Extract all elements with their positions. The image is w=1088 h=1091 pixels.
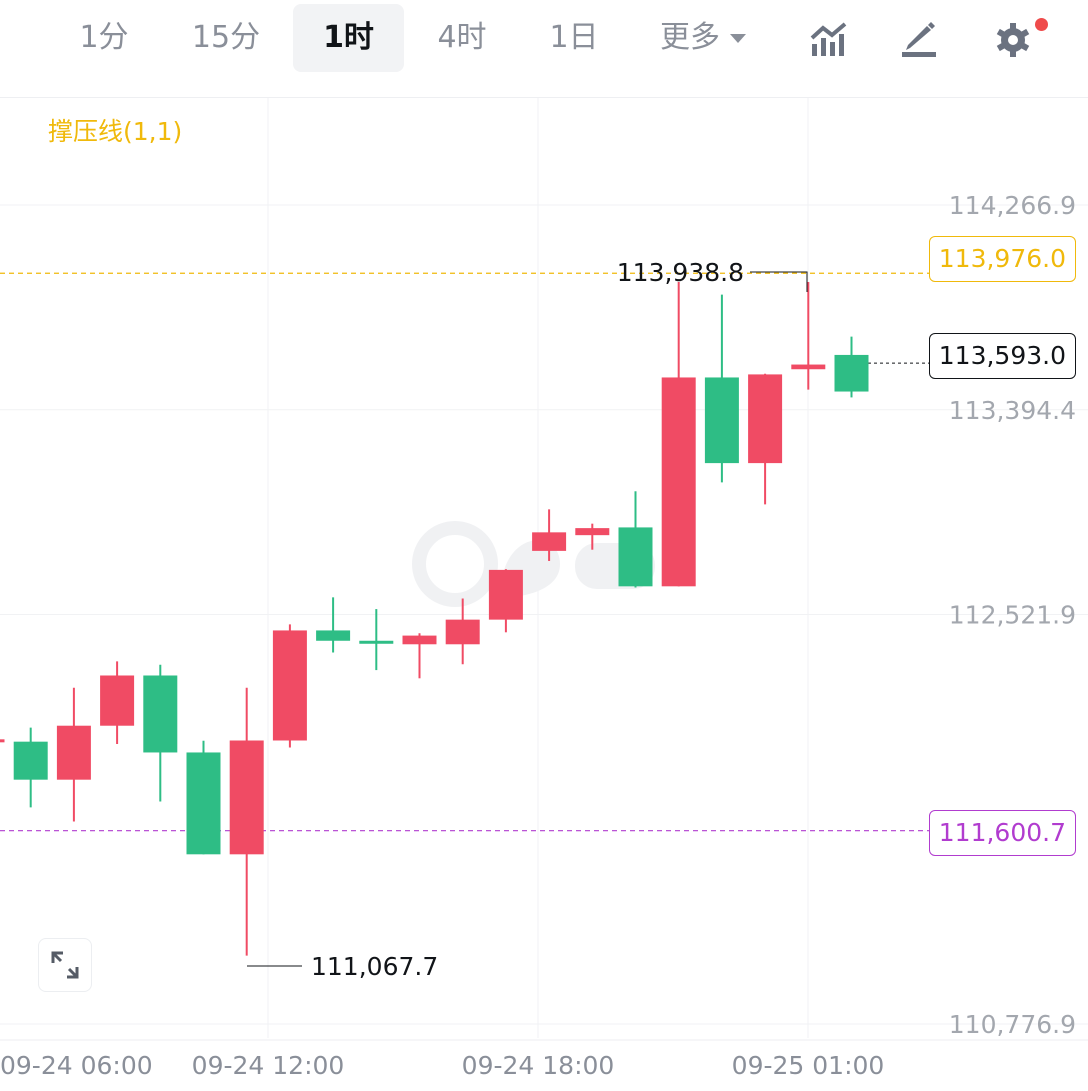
indicator-label: 撑压线(1,1) — [48, 117, 183, 146]
candle-body — [143, 675, 178, 753]
candle-body — [488, 569, 523, 620]
candle-body — [748, 374, 783, 464]
candlestick-chart[interactable]: 113,938.8 111,067.7 114,266.9 113,394.4 112… — [0, 98, 1088, 1091]
candle-body — [13, 741, 48, 780]
support-price-label: 111,600.7 — [928, 810, 1076, 856]
candle-body — [272, 630, 307, 741]
tab-4hour[interactable]: 4时 — [437, 20, 487, 55]
candle-body — [661, 377, 696, 587]
high-marker-line — [750, 271, 808, 292]
draw-icon[interactable] — [898, 18, 942, 62]
candle-body — [56, 725, 91, 780]
y-tick-label: 113,394.4 — [949, 396, 1076, 425]
y-tick-label: 110,776.9 — [949, 1010, 1076, 1039]
candle-body — [575, 528, 610, 536]
candle-body — [704, 377, 739, 464]
high-price-label: 113,938.8 — [617, 258, 744, 287]
candle-body — [402, 635, 437, 645]
candle-body — [229, 740, 264, 855]
candle-body — [0, 739, 5, 743]
candle-body — [791, 364, 826, 370]
candles — [0, 281, 869, 956]
current-price-label: 113,593.0 — [928, 333, 1076, 379]
tab-15min[interactable]: 15分 — [191, 20, 261, 55]
candle-body — [532, 532, 567, 551]
candle-body — [834, 354, 869, 392]
y-tick-label: 114,266.9 — [949, 191, 1076, 220]
divider — [0, 97, 1088, 98]
notification-dot — [1035, 18, 1048, 31]
chevron-down-icon — [730, 34, 746, 43]
resistance-price-label: 113,976.0 — [928, 236, 1076, 282]
candle-body — [316, 630, 351, 641]
settings-icon[interactable] — [992, 18, 1036, 62]
x-axis: 09-24 06:00 09-24 12:00 09-24 18:00 09-25 0… — [0, 1051, 884, 1080]
annotations: 113,938.8 111,067.7 — [247, 258, 808, 981]
candle-body — [100, 675, 135, 726]
watermark-logo — [412, 521, 498, 607]
x-tick-label: 09-24 12:00 — [192, 1051, 345, 1080]
more-dropdown[interactable]: 更多 — [660, 4, 746, 72]
more-label: 更多 — [660, 20, 720, 55]
expand-icon — [51, 951, 79, 979]
candle-body — [445, 619, 480, 645]
grid — [0, 98, 1088, 1041]
indicator-icon[interactable] — [806, 18, 850, 62]
x-tick-label: 09-24 06:00 — [0, 1051, 153, 1080]
support-resistance-lines — [0, 272, 932, 832]
expand-button[interactable] — [38, 938, 92, 992]
candle-body — [618, 527, 653, 587]
y-tick-label: 112,521.9 — [949, 601, 1076, 630]
timeframe-toolbar: 1分 15分 1时 4时 1日 更多 — [0, 0, 1088, 80]
x-tick-label: 09-25 01:00 — [732, 1051, 885, 1080]
tab-1hour[interactable]: 1时 — [293, 4, 404, 72]
x-tick-label: 09-24 18:00 — [462, 1051, 615, 1080]
tab-1min[interactable]: 1分 — [79, 20, 129, 55]
tab-1day[interactable]: 1日 — [549, 20, 599, 55]
candle-body — [359, 640, 394, 644]
candle-body — [186, 752, 221, 855]
low-price-label: 111,067.7 — [311, 952, 438, 981]
y-axis: 114,266.9 113,394.4 112,521.9 110,776.9 — [949, 191, 1076, 1039]
